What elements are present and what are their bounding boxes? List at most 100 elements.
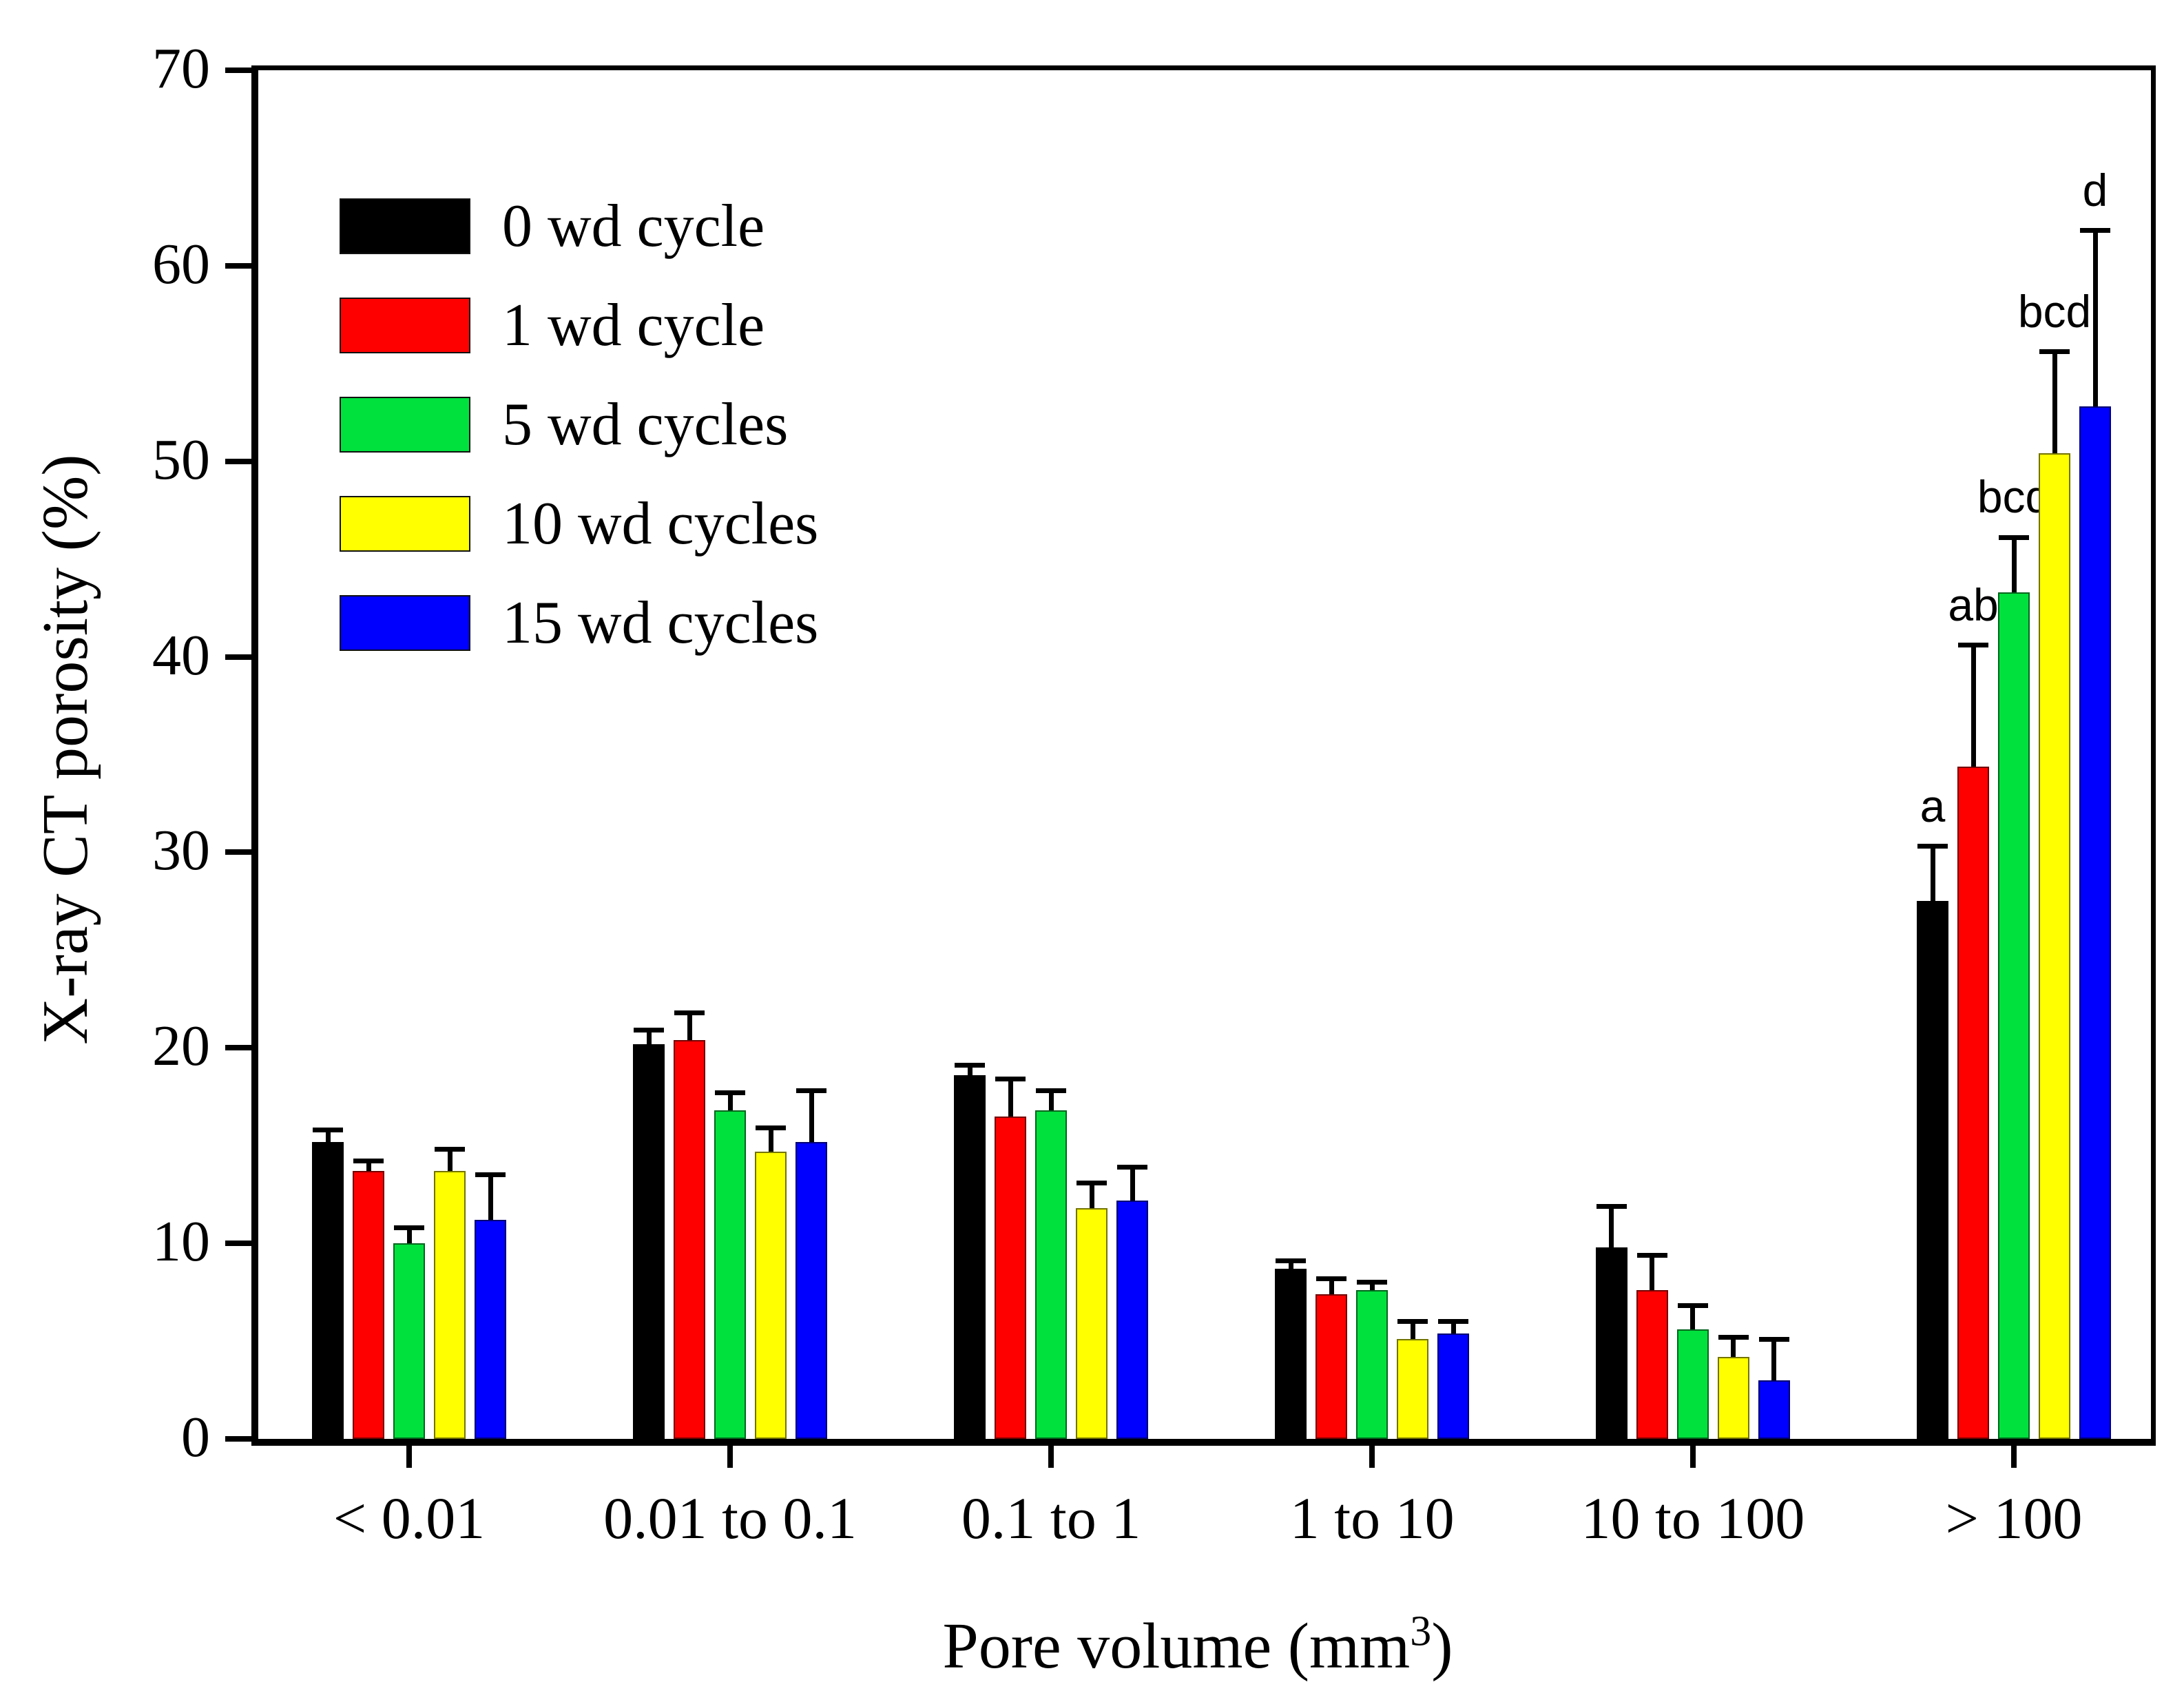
bar-0-wd-cycle-3[interactable] xyxy=(954,1075,986,1439)
error-bar-cap xyxy=(796,1088,827,1094)
error-bar-line xyxy=(1970,645,1976,767)
y-axis-tick xyxy=(225,1241,251,1247)
error-bar-cap xyxy=(1316,1276,1347,1281)
plot-area: 0 10 20 30 40 50 60 70 < 0.01 0.01 to 0.1 0.1 to 1… xyxy=(152,40,2156,1548)
significance-letter: bcd xyxy=(2017,285,2092,337)
error-bar-line xyxy=(1288,1260,1293,1269)
legend-label: 15 wd cycles xyxy=(502,589,819,656)
y-axis-title: X-ray CT porosity (%) xyxy=(28,454,103,1044)
x-axis-title: Pore volume (mm3) xyxy=(942,1609,1453,1683)
error-bar-line xyxy=(1008,1079,1013,1117)
error-bar-cap xyxy=(1636,1252,1667,1258)
bar-10-wd-cycles-1[interactable] xyxy=(434,1171,466,1439)
bar-15-wd-cycles-4[interactable] xyxy=(1437,1333,1470,1439)
error-bar-line xyxy=(1369,1282,1375,1291)
legend-item: 10 wd cycles xyxy=(340,493,818,554)
bar-10-wd-cycles-5[interactable] xyxy=(1717,1356,1749,1439)
error-bar-line xyxy=(2092,230,2098,407)
significance-letter: bcd xyxy=(1977,471,2051,523)
x-axis-tick-label: 1 to 10 xyxy=(1289,1485,1455,1551)
x-axis-tick xyxy=(2011,1446,2017,1468)
y-axis-tick-label: 40 xyxy=(152,623,210,687)
bar-1-wd-cycle-4[interactable] xyxy=(1315,1294,1348,1439)
y-axis-title-text: X-ray CT porosity (%) xyxy=(30,454,101,1045)
bar-15-wd-cycles-5[interactable] xyxy=(1758,1380,1790,1439)
error-bar-line xyxy=(1450,1321,1456,1333)
legend-item: 5 wd cycles xyxy=(340,391,818,458)
bar-1-wd-cycle-2[interactable] xyxy=(674,1039,706,1439)
bar-1-wd-cycle-6[interactable] xyxy=(1957,766,1990,1439)
bar-0-wd-cycle-6[interactable] xyxy=(1917,901,1949,1439)
y-axis-tick-label: 50 xyxy=(152,427,210,492)
significance-letter: d xyxy=(2082,164,2108,216)
legend-swatch-5-wd-cycles xyxy=(340,397,470,453)
error-bar-line xyxy=(809,1090,814,1142)
bar-5-wd-cycles-6[interactable] xyxy=(1998,592,2030,1439)
bar-10-wd-cycles-4[interactable] xyxy=(1397,1339,1429,1439)
error-bar-cap xyxy=(2039,349,2070,355)
x-axis-tick xyxy=(406,1446,412,1468)
bar-10-wd-cycles-6[interactable] xyxy=(2039,453,2071,1439)
bar-5-wd-cycles-3[interactable] xyxy=(1035,1110,1068,1439)
bar-0-wd-cycle-4[interactable] xyxy=(1275,1269,1307,1439)
bar-0-wd-cycle-5[interactable] xyxy=(1595,1247,1627,1439)
error-bar-cap xyxy=(756,1125,787,1131)
bar-5-wd-cycles-5[interactable] xyxy=(1676,1329,1709,1439)
bar-15-wd-cycles-3[interactable] xyxy=(1116,1200,1149,1439)
error-bar-line xyxy=(1410,1321,1415,1340)
error-bar-cap xyxy=(674,1010,705,1015)
error-bar-line xyxy=(1731,1337,1736,1357)
error-bar-cap xyxy=(1276,1258,1307,1264)
error-bar-cap xyxy=(435,1147,465,1152)
y-axis-tick xyxy=(225,458,251,464)
error-bar-cap xyxy=(2080,228,2111,233)
error-bar-line xyxy=(325,1130,331,1142)
y-axis-tick-label: 10 xyxy=(152,1210,210,1274)
error-bar-cap xyxy=(1438,1319,1469,1325)
error-bar-line xyxy=(967,1065,973,1076)
bar-10-wd-cycles-2[interactable] xyxy=(755,1151,787,1439)
error-bar-cap xyxy=(1999,535,2030,540)
bar-15-wd-cycles-1[interactable] xyxy=(475,1220,506,1439)
significance-letter: a xyxy=(1920,780,1946,831)
y-axis-tick xyxy=(225,1436,251,1442)
y-axis-tick xyxy=(225,68,251,73)
error-bar-cap xyxy=(1718,1334,1749,1340)
x-axis-title-superscript: 3 xyxy=(1410,1608,1432,1655)
error-bar-cap xyxy=(1917,844,1948,849)
bar-5-wd-cycles-1[interactable] xyxy=(393,1243,425,1439)
legend-label: 5 wd cycles xyxy=(502,391,789,458)
error-bar-cap xyxy=(995,1077,1026,1082)
bar-15-wd-cycles-2[interactable] xyxy=(795,1141,828,1439)
bar-15-wd-cycles-6[interactable] xyxy=(2079,406,2112,1439)
bar-5-wd-cycles-2[interactable] xyxy=(714,1110,747,1439)
bar-10-wd-cycles-3[interactable] xyxy=(1076,1208,1108,1439)
error-bar-line xyxy=(646,1030,652,1044)
x-axis-tick xyxy=(1048,1446,1054,1468)
bar-1-wd-cycle-1[interactable] xyxy=(353,1171,384,1439)
legend-item: 0 wd cycle xyxy=(340,196,818,256)
error-bar-cap xyxy=(1958,643,1989,648)
error-bar-line xyxy=(447,1149,453,1172)
error-bar-line xyxy=(1089,1183,1094,1209)
error-bar-line xyxy=(1690,1305,1696,1330)
y-axis-tick-label: 60 xyxy=(152,231,210,296)
x-axis-tick xyxy=(727,1446,734,1468)
bar-0-wd-cycle-2[interactable] xyxy=(633,1044,665,1439)
bar-0-wd-cycle-1[interactable] xyxy=(312,1141,344,1439)
y-axis-tick-label: 20 xyxy=(152,1014,210,1079)
error-bar-cap xyxy=(1397,1319,1428,1325)
bar-1-wd-cycle-5[interactable] xyxy=(1636,1290,1668,1439)
error-bar-cap xyxy=(1357,1280,1388,1285)
error-bar-cap xyxy=(1117,1164,1148,1170)
error-bar-cap xyxy=(1077,1180,1107,1185)
error-bar-cap xyxy=(1596,1203,1627,1209)
y-axis-tick xyxy=(225,262,251,269)
error-bar-cap xyxy=(1036,1088,1067,1094)
error-bar-line xyxy=(2052,351,2057,454)
bar-1-wd-cycle-3[interactable] xyxy=(995,1116,1027,1439)
bar-5-wd-cycles-4[interactable] xyxy=(1356,1290,1389,1439)
error-bar-line xyxy=(1329,1278,1334,1294)
error-bar-cap xyxy=(1677,1303,1708,1309)
